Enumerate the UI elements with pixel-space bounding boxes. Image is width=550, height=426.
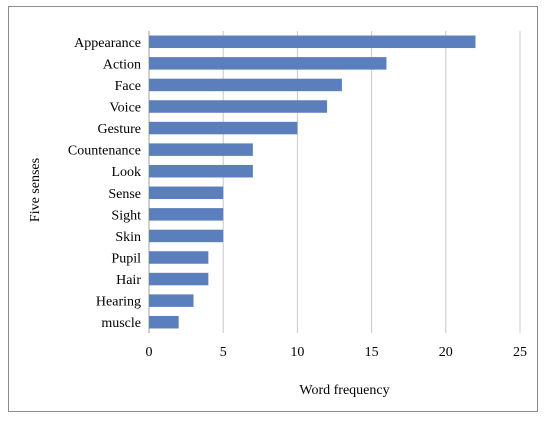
bars	[149, 35, 476, 329]
category-label-face: Face	[115, 79, 141, 94]
gridlines	[148, 31, 521, 333]
x-tick-labels: 0 5 10 15 20 25	[146, 345, 528, 360]
bar-hair	[149, 272, 209, 286]
category-label-skin: Skin	[115, 230, 141, 245]
bar-pupil	[149, 251, 209, 264]
category-label-muscle: muscle	[101, 316, 141, 331]
category-label-appearance: Appearance	[74, 36, 141, 51]
category-label-hair: Hair	[116, 273, 141, 288]
category-label-sight: Sight	[111, 208, 141, 223]
category-label-gesture: Gesture	[97, 122, 141, 137]
y-axis-title: Five senses	[28, 158, 43, 222]
bar-voice	[149, 100, 328, 113]
x-axis-title: Word frequency	[299, 383, 389, 398]
x-tick-label-25: 25	[513, 345, 527, 360]
category-label-countenance: Countenance	[68, 144, 141, 159]
bar-gesture	[149, 121, 298, 135]
x-tick-label-20: 20	[439, 345, 453, 360]
bar-muscle	[149, 315, 179, 329]
bar-face	[149, 78, 342, 92]
category-label-sense: Sense	[108, 187, 141, 202]
bar-countenance	[149, 143, 253, 156]
category-label-voice: Voice	[109, 101, 141, 116]
bar-action	[149, 57, 387, 70]
bar-appearance	[149, 35, 476, 49]
x-tick-label-5: 5	[220, 345, 227, 360]
x-tick-label-10: 10	[290, 345, 304, 360]
category-labels: Appearance Action Face Voice Gesture Countena…	[68, 36, 141, 331]
category-label-action: Action	[103, 57, 141, 72]
x-tick-label-0: 0	[146, 345, 153, 360]
bar-sight	[149, 208, 224, 221]
x-tick-label-15: 15	[365, 345, 379, 360]
category-label-look: Look	[111, 165, 141, 180]
category-label-pupil: Pupil	[111, 252, 141, 267]
bar-sense	[149, 186, 224, 200]
bar-look	[149, 164, 253, 178]
bar-skin	[149, 229, 224, 243]
category-label-hearing: Hearing	[96, 295, 141, 310]
bar-hearing	[149, 294, 194, 307]
chart-frame	[8, 6, 538, 412]
